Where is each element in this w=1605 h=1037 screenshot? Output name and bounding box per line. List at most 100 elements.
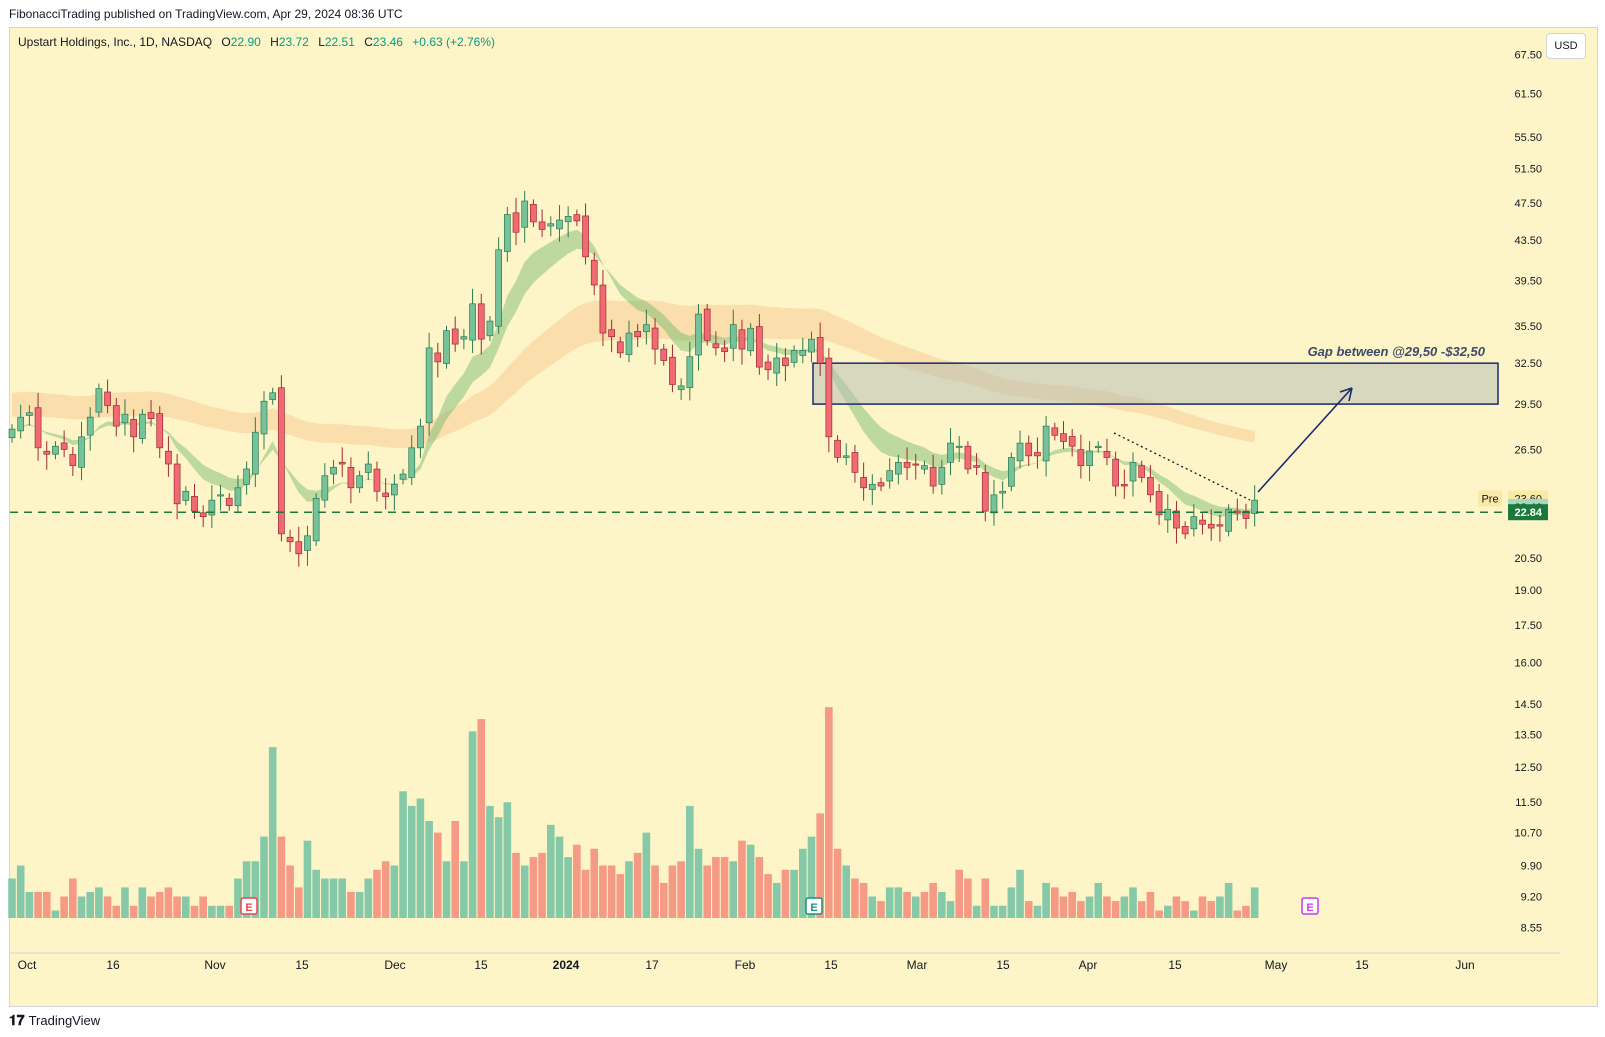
candle-body	[912, 463, 920, 466]
volume-bar	[659, 882, 668, 918]
candle-body	[165, 450, 172, 465]
volume-bar	[1198, 896, 1207, 918]
volume-bar	[764, 874, 772, 918]
slow-ribbon	[12, 300, 1255, 449]
candle-body	[1051, 427, 1059, 436]
candle-body	[1094, 445, 1102, 448]
price-tick-label: 20.50	[1514, 553, 1542, 565]
candle-body	[677, 385, 685, 390]
volume-bar	[494, 817, 503, 918]
time-tick-label: 15	[1355, 958, 1369, 972]
candle-body	[356, 475, 363, 489]
volume-bar	[668, 865, 677, 918]
volume-bar	[1120, 896, 1129, 918]
candle-body	[382, 492, 390, 497]
volume-bar	[807, 836, 816, 918]
candle-body	[1251, 499, 1259, 514]
candle-body	[616, 341, 624, 354]
candle-body	[269, 392, 277, 400]
volume-bar	[833, 848, 842, 918]
time-axis[interactable]: Oct 16 Nov 15 Dec 15 2024 17 Feb 15 Mar 15 Apr 15 May 1…	[18, 958, 1475, 972]
volume-bar	[755, 857, 764, 918]
volume-bar	[859, 882, 868, 918]
candle-body	[573, 214, 581, 222]
volume-bar	[95, 887, 103, 918]
volume-bar	[321, 878, 329, 918]
candle-body	[1155, 491, 1163, 516]
candle-body	[851, 452, 859, 473]
candle-body	[955, 445, 963, 448]
candle-body	[69, 454, 77, 467]
volume-bar	[512, 852, 520, 918]
price-tick-label: 11.50	[1515, 797, 1542, 809]
volume-bar	[842, 865, 851, 918]
volume-bar	[1129, 887, 1137, 918]
volume-bar	[1033, 905, 1042, 918]
candle-body	[1129, 462, 1137, 482]
volume-bar	[851, 878, 859, 918]
candle-body	[8, 428, 16, 439]
price-axis[interactable]: 67.50 61.50 55.50 51.50 47.50 43.50 39.50 35.50…	[1478, 49, 1548, 934]
volume-bar	[1155, 910, 1163, 918]
volume-bar	[633, 852, 642, 918]
volume-bar	[642, 832, 651, 918]
publisher-bar: FibonacciTrading published on TradingVie…	[0, 0, 1605, 28]
candle-body	[1199, 519, 1206, 525]
candle-body	[842, 455, 850, 458]
volume-bar	[746, 844, 755, 918]
time-tick-label: Feb	[735, 958, 756, 972]
candle-body	[95, 388, 103, 413]
volume-bar	[468, 731, 477, 918]
candle-body	[251, 431, 259, 475]
candle-body	[243, 468, 250, 485]
candles[interactable]	[8, 190, 1259, 567]
candle-body	[347, 467, 355, 489]
change-value: +0.63 (+2.76%)	[412, 35, 496, 49]
candle-body	[156, 413, 164, 449]
gap-zone[interactable]: Gap between @29,50 -$32,50	[812, 344, 1499, 405]
candle-body	[1007, 457, 1015, 487]
volume-bar	[868, 896, 877, 918]
volume-bar	[1016, 869, 1024, 918]
candle-body	[373, 468, 381, 492]
currency-button[interactable]: USD	[1546, 33, 1586, 59]
candle-body	[695, 313, 702, 356]
volume-bar	[1103, 896, 1111, 918]
candle-body	[434, 352, 442, 363]
volume-bar	[460, 861, 468, 918]
volume-bar	[329, 878, 338, 918]
drawings[interactable]	[10, 387, 1505, 513]
candle-body	[503, 214, 511, 252]
price-tick-label: 35.50	[1514, 321, 1542, 333]
volume-bar	[625, 861, 633, 918]
volume-bar	[877, 901, 885, 918]
candle-body	[304, 535, 311, 551]
candle-body	[1077, 449, 1085, 467]
volume-bar	[182, 896, 190, 918]
candle-body	[990, 494, 998, 514]
candle-body	[981, 472, 989, 512]
candle-body	[364, 463, 372, 473]
volume-bar	[425, 820, 433, 918]
trendline	[1113, 432, 1251, 501]
candle-body	[521, 200, 529, 228]
candle-body	[460, 336, 468, 340]
volume-bar	[34, 891, 42, 918]
candle-body	[1164, 508, 1172, 521]
support-price-tag	[1508, 504, 1548, 521]
earnings-marker-label: E	[1306, 902, 1313, 914]
price-tick-label: 43.50	[1514, 235, 1542, 247]
candle-body	[451, 328, 459, 345]
volume-bar	[616, 874, 625, 918]
candle-body	[764, 361, 772, 371]
volume-bar	[347, 891, 355, 918]
volume-bar	[581, 869, 590, 918]
candle-body	[929, 467, 937, 487]
candle-body	[130, 418, 138, 438]
candle-body	[547, 223, 555, 227]
volume-bar	[16, 865, 25, 918]
candle-body	[391, 483, 398, 496]
candle-body	[599, 284, 607, 334]
